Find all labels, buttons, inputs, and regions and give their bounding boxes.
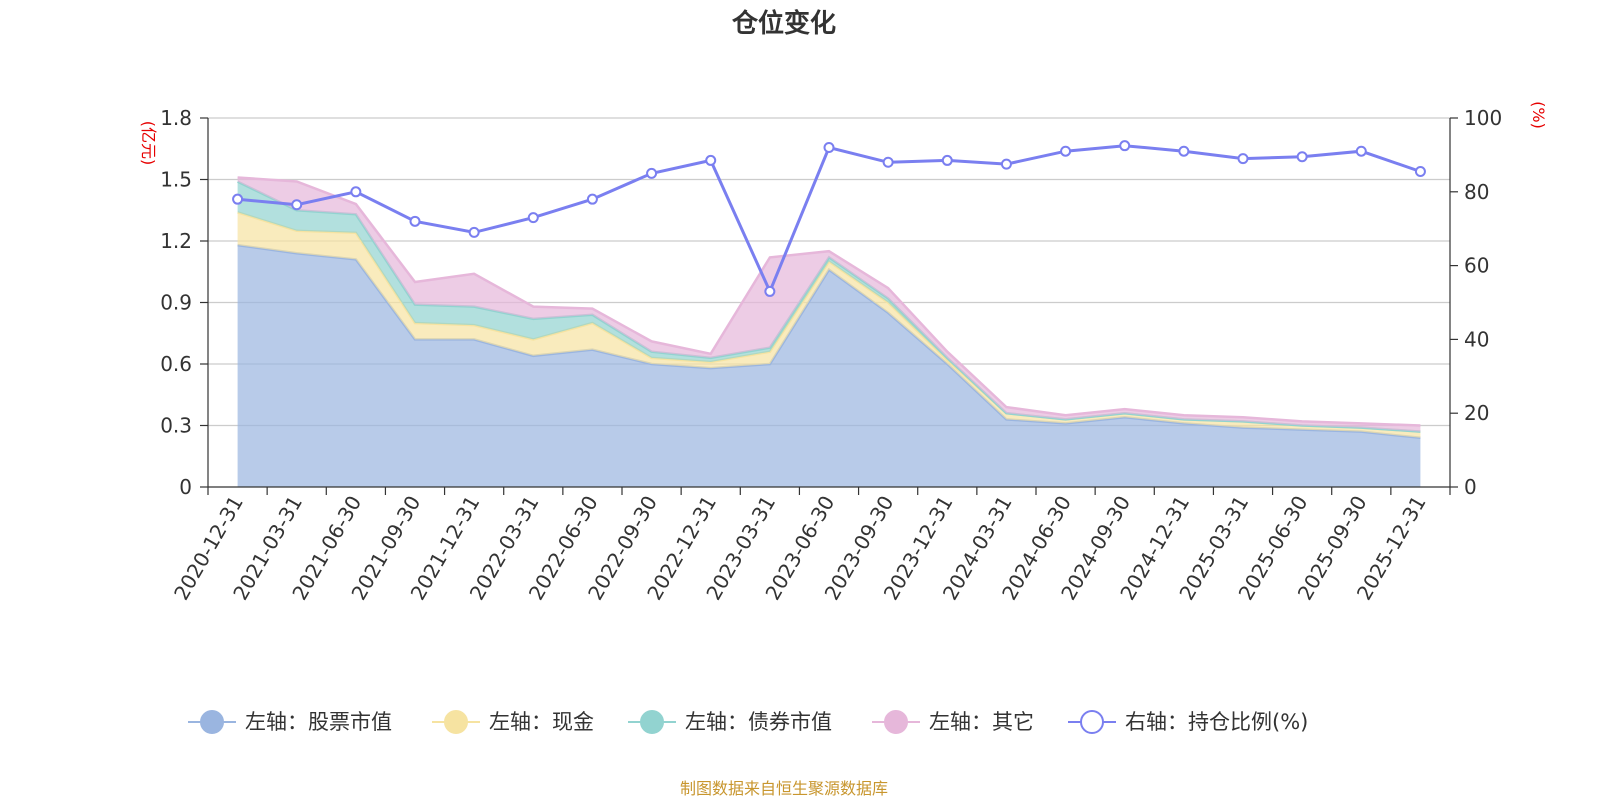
legend-marker-icon xyxy=(884,710,908,734)
legend-item-5[interactable]: 右轴：持仓比例(%) xyxy=(1068,710,1308,734)
left-tick-label: 0.9 xyxy=(160,291,192,315)
ratio-point[interactable] xyxy=(1355,145,1367,157)
legend-item-1[interactable]: 左轴：股票市值 xyxy=(188,710,392,734)
left-tick-label: 1.8 xyxy=(160,106,192,130)
ratio-point[interactable] xyxy=(586,193,598,205)
ratio-point[interactable] xyxy=(882,156,894,168)
ratio-point[interactable] xyxy=(705,154,717,166)
ratio-point[interactable] xyxy=(1000,158,1012,170)
area-series-4 xyxy=(237,177,1421,432)
chart-title: 仓位变化 xyxy=(731,8,836,39)
ratio-point[interactable] xyxy=(764,285,776,297)
legend-label: 左轴：债券市值 xyxy=(685,710,832,734)
left-tick-label: 0.3 xyxy=(160,414,192,438)
right-tick-label: 80 xyxy=(1464,180,1489,204)
legend-label: 右轴：持仓比例(%) xyxy=(1125,710,1308,734)
legend-label: 左轴：其它 xyxy=(929,710,1034,734)
right-tick-label: 60 xyxy=(1464,254,1489,278)
right-tick-label: 100 xyxy=(1464,106,1502,130)
left-tick-label: 0 xyxy=(179,475,192,499)
stacked-areas xyxy=(237,176,1421,487)
ratio-point[interactable] xyxy=(941,154,953,166)
ratio-point[interactable] xyxy=(232,193,244,205)
ratio-point[interactable] xyxy=(527,212,539,224)
area-edge-series-4 xyxy=(237,176,1421,427)
legend-item-3[interactable]: 左轴：债券市值 xyxy=(628,710,832,734)
right-tick-label: 40 xyxy=(1464,327,1489,351)
left-tick-label: 1.5 xyxy=(160,168,192,192)
ratio-point[interactable] xyxy=(350,186,362,198)
ratio-point[interactable] xyxy=(1119,140,1131,152)
legend-label: 左轴：现金 xyxy=(489,710,594,734)
area-series-1 xyxy=(237,245,1421,487)
legend-item-4[interactable]: 左轴：其它 xyxy=(872,710,1034,734)
ratio-point[interactable] xyxy=(1414,166,1426,178)
legend-marker-icon xyxy=(200,710,224,734)
ratio-point[interactable] xyxy=(468,226,480,238)
ratio-point[interactable] xyxy=(1237,153,1249,165)
ratio-point[interactable] xyxy=(409,215,421,227)
ratio-point[interactable] xyxy=(1296,151,1308,163)
legend: 左轴：股票市值 左轴：现金 左轴：债券市值 左轴：其它 右轴：持仓比例(%) xyxy=(188,710,1308,734)
legend-label: 左轴：股票市值 xyxy=(245,710,392,734)
ratio-point[interactable] xyxy=(823,142,835,154)
position-ratio-line xyxy=(232,140,1426,297)
right-tick-label: 0 xyxy=(1464,475,1477,499)
data-source-note: 制图数据来自恒生聚源数据库 xyxy=(680,779,888,798)
left-axis-unit: (亿元) xyxy=(139,121,158,166)
legend-marker-icon xyxy=(444,710,468,734)
legend-item-2[interactable]: 左轴：现金 xyxy=(432,710,594,734)
left-tick-label: 0.6 xyxy=(160,352,192,376)
right-tick-label: 20 xyxy=(1464,401,1489,425)
legend-marker-icon xyxy=(1080,710,1104,734)
right-axis-unit: (%) xyxy=(1529,101,1548,129)
ratio-point[interactable] xyxy=(291,199,303,211)
ratio-point[interactable] xyxy=(1060,145,1072,157)
legend-marker-icon xyxy=(640,710,664,734)
ratio-point[interactable] xyxy=(646,167,658,179)
ratio-point[interactable] xyxy=(1178,145,1190,157)
left-tick-label: 1.2 xyxy=(160,229,192,253)
